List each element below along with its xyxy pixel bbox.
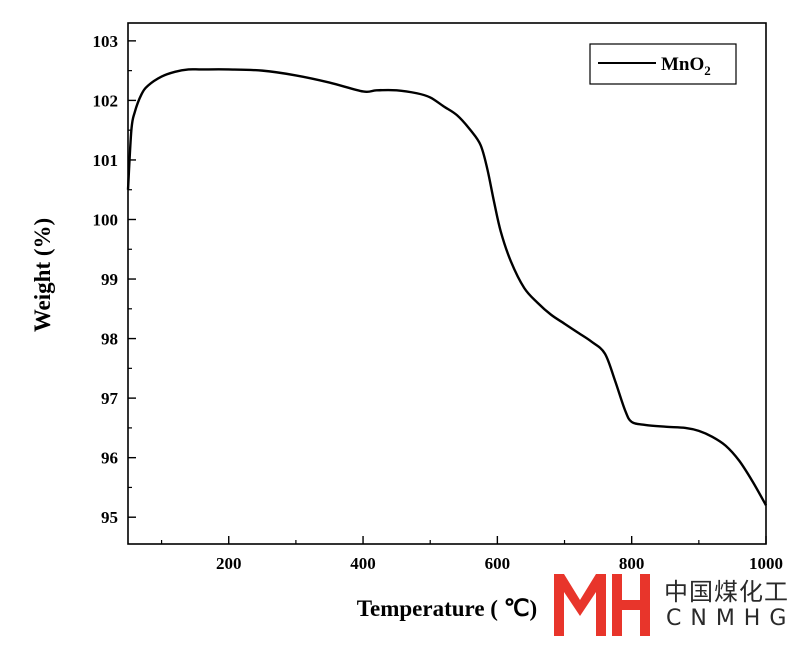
cnmhg-logo-icon [554, 574, 650, 636]
x-tick-label: 800 [619, 554, 645, 573]
x-tick-label: 400 [350, 554, 376, 573]
y-tick-label: 99 [101, 270, 118, 289]
y-tick-label: 95 [101, 508, 118, 527]
x-axis-ticks: 200 400 600 800 1000 [160, 536, 783, 573]
y-tick-label: 103 [93, 32, 119, 51]
watermark-english-text: CNMHG [666, 606, 796, 631]
y-axis-ticks: 95 96 97 98 99 100 101 102 103 [93, 32, 136, 527]
y-tick-label: 102 [93, 91, 119, 110]
watermark-chinese-text: 中国煤化工 [664, 578, 789, 606]
cnmhg-watermark: 中国煤化工 CNMHG [550, 562, 796, 642]
legend-label-main: MnO [661, 54, 704, 75]
y-tick-label: 100 [93, 210, 119, 229]
x-axis-title: Temperature ( ℃) [357, 596, 537, 621]
y-tick-label: 101 [93, 151, 119, 170]
plot-area-frame [127, 22, 767, 545]
legend-label-mno2: MnO2 [661, 54, 711, 78]
x-tick-label: 200 [216, 554, 242, 573]
legend-label-subscript: 2 [704, 63, 711, 78]
y-tick-label: 96 [101, 449, 118, 468]
y-axis-title: Weight (%) [30, 218, 55, 332]
x-tick-label: 600 [485, 554, 511, 573]
series-line-mno2 [126, 68, 768, 506]
y-tick-label: 97 [101, 389, 119, 408]
legend-box [589, 43, 737, 85]
x-tick-label: 1000 [749, 554, 783, 573]
y-tick-label: 98 [101, 330, 118, 349]
legend: MnO2 [589, 43, 737, 85]
series-layer [126, 68, 768, 506]
